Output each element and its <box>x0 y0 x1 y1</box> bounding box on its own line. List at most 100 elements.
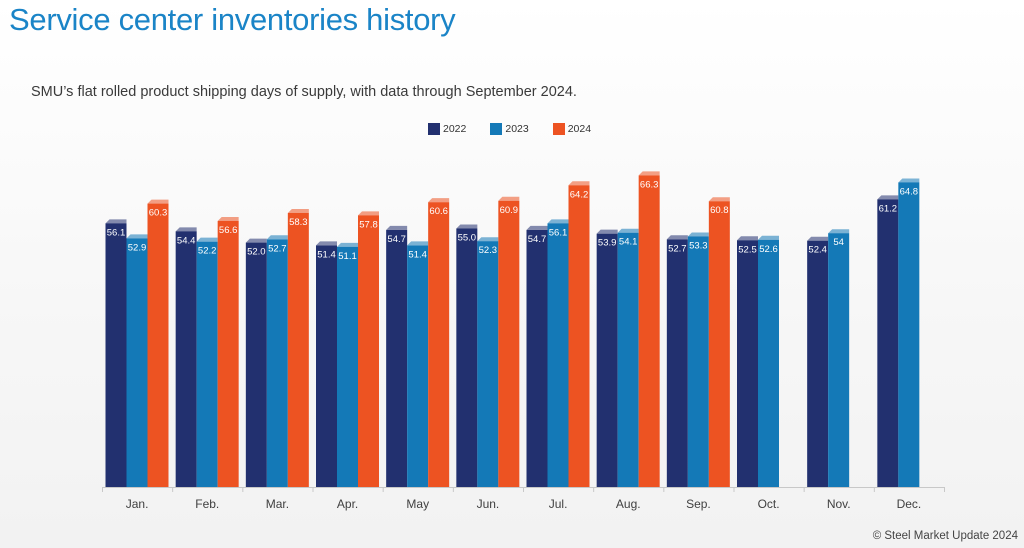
bar-2024-jul <box>568 185 590 487</box>
x-tick-label: Jun. <box>477 497 500 511</box>
data-label-2024-sep: 60.8 <box>710 205 729 216</box>
data-label-2023-feb: 52.2 <box>198 246 217 257</box>
bar-top-2024-may <box>428 198 450 203</box>
bar-2023-dec <box>898 182 920 487</box>
x-tick-label: Sep. <box>686 497 711 511</box>
bar-2024-jun <box>498 200 520 487</box>
bar-2022-may <box>386 229 408 487</box>
bar-top-2022-oct <box>737 236 758 241</box>
bar-2023-oct <box>758 239 779 487</box>
data-label-2024-may: 60.6 <box>429 206 448 217</box>
data-label-2022-sep: 52.7 <box>668 243 687 254</box>
bar-top-2023-jan <box>126 234 148 239</box>
data-label-2023-jul: 56.1 <box>549 227 568 238</box>
bar-top-2023-dec <box>898 178 920 183</box>
bar-2022-dec <box>877 199 899 488</box>
data-label-2022-mar: 52.0 <box>247 247 266 258</box>
x-tick-label: Apr. <box>337 497 358 511</box>
legend-label-2022: 2022 <box>443 123 467 135</box>
data-label-2024-jul: 64.2 <box>570 189 589 200</box>
bar-top-2023-sep <box>687 232 709 237</box>
data-label-2024-jun: 60.9 <box>500 205 519 216</box>
bar-top-2024-mar <box>287 208 309 213</box>
bar-2022-jul <box>526 229 548 487</box>
bar-2024-jan <box>147 203 169 487</box>
x-tick-label: Jan. <box>126 497 149 511</box>
legend-item-2024[interactable]: 2024 <box>552 123 592 135</box>
bar-top-2023-oct <box>758 235 779 240</box>
bar-2022-oct <box>737 240 758 487</box>
bar-top-2022-apr <box>316 241 337 246</box>
bar-top-2022-nov <box>807 236 829 241</box>
legend-label-2023: 2023 <box>505 123 529 135</box>
bar-top-2023-jun <box>477 237 499 242</box>
bar-top-2024-sep <box>708 197 730 202</box>
bar-2022-sep <box>666 239 688 487</box>
data-label-2022-may: 54.7 <box>387 234 406 245</box>
data-label-2022-oct: 52.5 <box>738 244 757 255</box>
bar-2024-mar <box>287 212 309 488</box>
bar-2023-aug <box>617 232 639 487</box>
bar-2023-mar <box>266 239 288 487</box>
bar-2022-feb <box>175 231 197 487</box>
legend-item-2023[interactable]: 2023 <box>490 123 529 135</box>
data-label-2022-jun: 55.0 <box>458 233 477 244</box>
bar-2024-may <box>428 202 450 487</box>
data-label-2022-apr: 51.4 <box>317 249 336 260</box>
bar-top-2024-jan <box>147 199 169 204</box>
data-label-2022-jan: 56.1 <box>107 227 126 238</box>
data-label-2023-jun: 52.3 <box>479 245 498 256</box>
legend-label-2024: 2024 <box>567 123 592 135</box>
data-label-2024-aug: 66.3 <box>640 179 659 190</box>
data-label-2024-jan: 60.3 <box>149 208 168 219</box>
bar-2022-jan <box>105 223 127 487</box>
bar-2022-jun <box>456 228 478 487</box>
chart-subtitle: SMU’s flat rolled product shipping days … <box>31 84 577 100</box>
bar-2023-jun <box>477 241 499 487</box>
bar-top-2022-aug <box>596 229 618 234</box>
bar-2024-aug <box>638 175 660 487</box>
data-label-2023-aug: 54.1 <box>619 237 638 248</box>
bar-2023-jan <box>126 238 148 487</box>
data-label-2024-mar: 58.3 <box>289 217 308 228</box>
x-tick-label: Nov. <box>827 497 851 511</box>
bar-2023-jul <box>547 223 569 487</box>
legend-item-2022[interactable]: 2022 <box>428 123 466 135</box>
data-label-2022-feb: 54.4 <box>177 235 196 246</box>
bar-2023-feb <box>196 241 218 487</box>
bar-2024-apr <box>358 215 379 487</box>
x-tick-label: Dec. <box>897 497 922 511</box>
bar-top-2022-may <box>386 225 408 230</box>
bar-top-2023-apr <box>337 242 358 247</box>
data-label-2022-dec: 61.2 <box>879 203 898 214</box>
legend-swatch-2023 <box>490 123 503 135</box>
data-label-2023-apr: 51.1 <box>338 251 357 262</box>
bar-top-2022-dec <box>877 195 899 200</box>
legend-swatch-2024 <box>552 123 565 135</box>
data-label-2022-aug: 53.9 <box>598 238 617 249</box>
bar-2022-apr <box>316 245 337 487</box>
data-label-2022-jul: 54.7 <box>528 234 547 245</box>
data-label-2023-may: 51.4 <box>408 249 427 260</box>
bar-2023-sep <box>687 236 709 487</box>
x-tick-label: Mar. <box>266 497 289 511</box>
data-label-2023-mar: 52.7 <box>268 243 287 254</box>
bar-top-2024-aug <box>638 171 660 176</box>
bar-top-2023-jul <box>547 219 569 224</box>
bar-top-2023-may <box>407 241 429 246</box>
data-label-2024-apr: 57.8 <box>359 219 378 230</box>
bar-top-2022-sep <box>666 235 688 240</box>
data-label-2023-jan: 52.9 <box>128 242 147 253</box>
bar-top-2022-jul <box>526 225 548 230</box>
x-tick-label: Jul. <box>549 497 568 511</box>
x-tick-label: May <box>406 497 429 511</box>
bar-top-2023-aug <box>617 228 639 233</box>
bar-top-2022-mar <box>245 238 267 243</box>
data-label-2023-nov: 54 <box>833 237 844 248</box>
bar-top-2024-feb <box>217 216 239 221</box>
bar-2024-sep <box>708 201 730 488</box>
bar-top-2024-apr <box>358 211 379 216</box>
x-tick-label: Aug. <box>616 497 641 511</box>
bar-top-2022-jun <box>456 224 478 229</box>
bar-2022-mar <box>245 242 267 487</box>
